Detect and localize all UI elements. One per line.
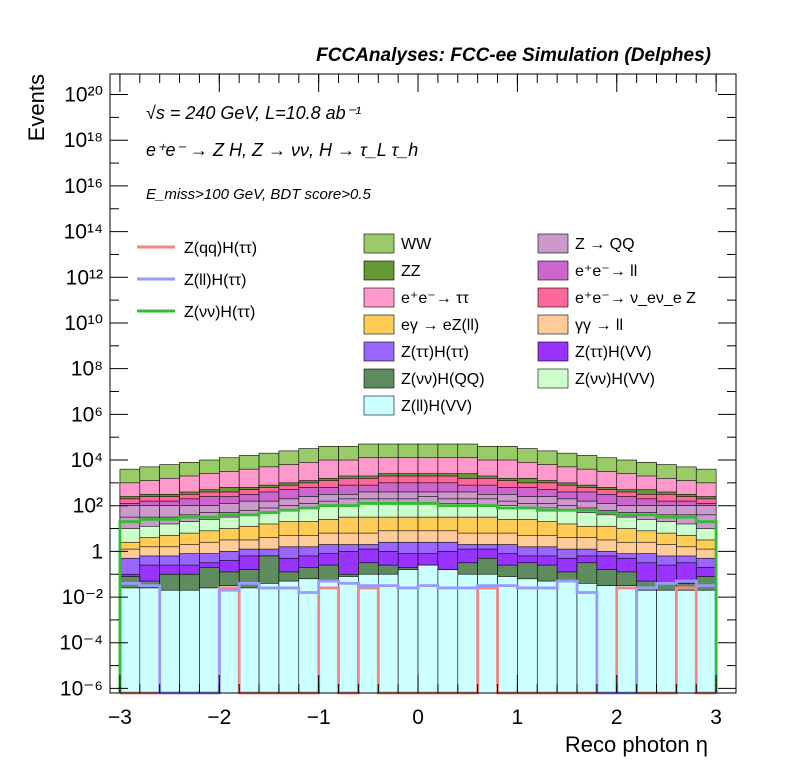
legend-label: WW	[401, 236, 432, 253]
legend-swatch	[537, 233, 569, 254]
y-tick-label: 10⁸	[71, 358, 103, 381]
y-tick-label: 10⁻²	[62, 586, 103, 609]
legend-swatch	[537, 341, 569, 362]
signal-line-2	[118, 502, 718, 693]
x-tick-label: 1	[512, 706, 524, 729]
bar	[517, 578, 538, 694]
legend-swatch	[363, 260, 395, 281]
annotation-process: e⁺e⁻ → Z H, Z → νν, H → τ_L τ_h	[146, 140, 418, 160]
bar	[556, 580, 578, 694]
y-tick-label: 10¹⁶	[64, 175, 103, 198]
bar	[596, 585, 618, 694]
chart-title: FCCAnalyses: FCC-ee Simulation (Delphes)	[316, 45, 711, 66]
legend-label: e⁺e⁻→ ττ	[401, 290, 469, 307]
bar	[676, 589, 697, 694]
legend-label: Z(νν)H(QQ)	[401, 371, 485, 388]
y-tick-label: 10¹⁸	[64, 129, 103, 152]
bar	[139, 587, 160, 694]
annotation-cuts: E_miss>100 GeV, BDT score>0.5	[146, 186, 371, 203]
legend: Z(qq)H(ττ) Z(ll)H(ττ) Z(νν)H(ττ) WW ZZ e⁺e⁻→ …	[137, 233, 696, 416]
legend-swatch	[363, 341, 395, 362]
x-tick-label: −1	[307, 706, 331, 729]
axis-ticks: −3 −2 −1 0 1 2 3 10⁻⁶ 10⁻⁴ 10⁻² 1 10² 10⁴ 10⁶ 10⁸ 10¹⁰ 1…	[60, 74, 737, 729]
y-tick-label: 10¹⁰	[64, 312, 103, 335]
bar	[219, 585, 240, 694]
legend-label: eγ → eZ(ll)	[401, 317, 479, 334]
legend-label: e⁺e⁻→ ll	[575, 263, 637, 280]
legend-swatch	[363, 395, 395, 416]
bar	[358, 573, 379, 694]
legend-label: Z(νν)H(ττ)	[184, 304, 255, 321]
y-axis-label: Events	[24, 74, 49, 141]
legend-label: Z(ll)H(ττ)	[184, 272, 246, 289]
legend-label: Z → QQ	[575, 236, 635, 253]
legend-swatch	[537, 314, 569, 335]
bar	[695, 589, 717, 694]
bar	[258, 583, 280, 694]
bar	[278, 580, 300, 694]
legend-label: e⁺e⁻→ ν_eν_e Z	[575, 290, 696, 307]
y-tick-label: 10⁻⁶	[60, 677, 103, 700]
legend-label: Z(νν)H(VV)	[575, 371, 655, 388]
y-tick-label: 10¹²	[66, 266, 103, 289]
x-tick-label: 2	[611, 706, 623, 729]
stacked-histogram	[119, 443, 717, 694]
bar	[338, 576, 359, 694]
bar	[238, 587, 260, 694]
signal-line-1	[118, 579, 718, 695]
y-tick-label: 10²	[73, 495, 103, 518]
y-tick-label: 10⁴	[71, 449, 103, 472]
x-tick-label: 3	[710, 706, 722, 729]
legend-label: γγ → ll	[575, 317, 623, 334]
legend-label: Z(qq)H(ττ)	[184, 240, 257, 257]
legend-swatch	[363, 233, 395, 254]
annotation-energy: √s = 240 GeV, L=10.8 ab⁻¹	[146, 103, 361, 123]
bar	[318, 580, 339, 694]
y-tick-label: 10⁶	[71, 403, 103, 426]
bar	[477, 573, 498, 694]
bar	[656, 589, 677, 694]
bar	[636, 589, 657, 694]
bar	[536, 580, 558, 694]
legend-swatch	[363, 287, 395, 308]
bar	[159, 589, 180, 694]
bar	[199, 587, 220, 694]
legend-swatch	[363, 368, 395, 389]
legend-label: Z(ll)H(VV)	[401, 398, 472, 415]
bar	[616, 585, 637, 694]
x-tick-label: 0	[412, 706, 424, 729]
bar	[497, 576, 518, 694]
y-tick-label: 10¹⁴	[64, 221, 103, 244]
x-axis-label: Reco photon η	[565, 732, 708, 757]
bar	[179, 589, 200, 694]
legend-swatch	[537, 260, 569, 281]
y-tick-label: 10⁻⁴	[60, 632, 103, 655]
y-tick-label: 10²⁰	[64, 84, 103, 107]
plot-frame	[109, 73, 737, 694]
legend-label: Z(ττ)H(VV)	[575, 344, 652, 361]
legend-label: Z(ττ)H(ττ)	[401, 344, 469, 361]
bar	[576, 583, 598, 694]
legend-swatch	[537, 287, 569, 308]
x-tick-label: −2	[207, 706, 231, 729]
bar	[457, 573, 478, 694]
legend-label: ZZ	[401, 263, 421, 280]
bar	[298, 578, 319, 694]
stack-13	[119, 564, 717, 694]
x-tick-label: −3	[108, 706, 132, 729]
legend-swatch	[363, 314, 395, 335]
bar	[377, 573, 399, 694]
legend-swatch	[537, 368, 569, 389]
y-tick-label: 1	[91, 540, 103, 563]
bar	[119, 587, 141, 694]
